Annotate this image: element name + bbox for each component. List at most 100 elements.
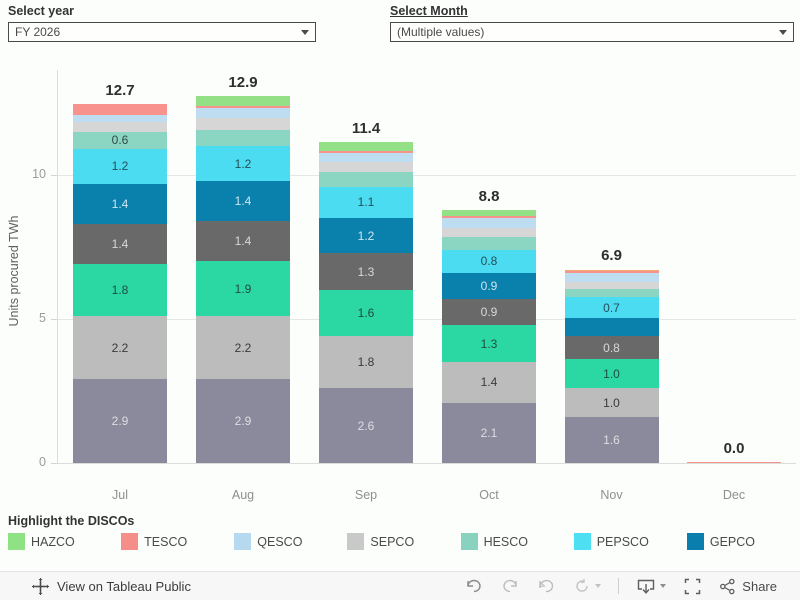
bar-segment-unlabeled-dark-gray[interactable]: 1.4 xyxy=(73,223,167,265)
bar-segment-unlabeled-slate-gray[interactable]: 2.6 xyxy=(319,388,413,463)
bar-segment-unlabeled-slate-gray[interactable]: 1.6 xyxy=(564,416,659,463)
legend-item-gepco[interactable]: GEPCO xyxy=(686,533,800,550)
bar-segment-qesco[interactable] xyxy=(73,114,167,122)
bar-segment-hesco[interactable] xyxy=(319,172,413,187)
bar-segment-qesco[interactable] xyxy=(319,153,413,163)
replay-button[interactable] xyxy=(528,578,564,594)
bar-segment-unlabeled-emerald[interactable]: 1.3 xyxy=(442,324,536,363)
bar-segment-unlabeled-dark-gray[interactable]: 1.4 xyxy=(196,221,290,262)
bar-segment-gepco[interactable]: 1.4 xyxy=(196,180,290,222)
legend-items: HAZCO TESCO QESCO SEPCO HESCO PEPSCO GEPCO xyxy=(8,533,800,550)
y-tick-mark xyxy=(51,319,57,320)
bar-segment-unlabeled-slate-gray[interactable]: 2.9 xyxy=(196,379,290,463)
refresh-icon xyxy=(576,579,588,592)
bar-segment-unlabeled-gray[interactable]: 1.0 xyxy=(564,388,659,417)
bar-segment-unlabeled-gray[interactable]: 2.2 xyxy=(73,316,167,380)
bar-total-label: 0.0 xyxy=(723,439,745,457)
bar-segment-unlabeled-dark-gray[interactable]: 0.9 xyxy=(442,298,536,325)
bar-segment-unlabeled-dark-gray[interactable]: 1.3 xyxy=(319,252,413,291)
legend-item-pepsco[interactable]: PEPSCO xyxy=(573,533,687,550)
bar-segment-qesco[interactable] xyxy=(442,218,536,229)
view-on-tableau-public-label: View on Tableau Public xyxy=(57,578,191,594)
gridline-0 xyxy=(57,463,796,464)
segment-value-label: 1.4 xyxy=(111,196,129,211)
bar-segment-unlabeled-emerald[interactable]: 1.9 xyxy=(196,261,290,317)
fullscreen-button[interactable] xyxy=(675,578,710,595)
bar-segment-gepco[interactable]: 1.4 xyxy=(73,183,167,224)
year-dropdown-value: FY 2026 xyxy=(15,25,61,39)
legend-title: Highlight the DISCOs xyxy=(8,514,135,528)
segment-value-label: 1.0 xyxy=(603,366,620,381)
bar-segment-tesco[interactable] xyxy=(687,461,781,463)
legend-swatch xyxy=(8,533,25,550)
month-filter-control: Select Month (Multiple values) xyxy=(390,4,794,42)
bar-segment-hazco[interactable] xyxy=(442,209,536,216)
bar-segment-qesco[interactable] xyxy=(564,272,659,282)
legend-label: HAZCO xyxy=(31,534,75,549)
bar-segment-hesco[interactable]: 0.6 xyxy=(73,131,167,150)
undo-button[interactable] xyxy=(456,578,492,594)
bar-segment-unlabeled-emerald[interactable]: 1.0 xyxy=(564,359,659,389)
legend-item-hazco[interactable]: HAZCO xyxy=(8,533,121,550)
segment-value-label: 1.3 xyxy=(480,336,498,351)
legend-item-hesco[interactable]: HESCO xyxy=(460,533,574,550)
bar-segment-sepco[interactable] xyxy=(73,121,167,132)
bar-segment-unlabeled-emerald[interactable]: 1.6 xyxy=(319,290,413,337)
bar-segment-tesco[interactable] xyxy=(442,215,536,219)
bar-segment-hesco[interactable] xyxy=(196,130,290,147)
legend-item-tesco[interactable]: TESCO xyxy=(121,533,234,550)
bar-segment-gepco[interactable]: 1.2 xyxy=(319,218,413,253)
bar-segment-sepco[interactable] xyxy=(442,228,536,237)
bar-segment-pepsco[interactable]: 1.1 xyxy=(319,186,413,219)
bar-segment-hazco[interactable] xyxy=(319,141,413,151)
year-dropdown[interactable]: FY 2026 xyxy=(8,22,316,42)
bar-segment-hazco[interactable] xyxy=(196,96,290,106)
y-axis-title: Units procured TWh xyxy=(7,215,21,327)
legend-item-qesco[interactable]: QESCO xyxy=(234,533,347,550)
bar-segment-sepco[interactable] xyxy=(319,162,413,173)
bar-segment-unlabeled-dark-gray[interactable]: 0.8 xyxy=(564,336,659,360)
bar-segment-tesco[interactable] xyxy=(73,104,167,115)
bar-segment-sepco[interactable] xyxy=(564,281,659,289)
segment-value-label: 0.8 xyxy=(480,254,498,269)
bar-segment-unlabeled-gray[interactable]: 1.4 xyxy=(442,362,536,403)
download-button[interactable] xyxy=(627,578,675,595)
y-tick-label: 0 xyxy=(39,455,46,469)
bar-segment-unlabeled-emerald[interactable]: 1.8 xyxy=(73,264,167,317)
bar-segment-unlabeled-orange[interactable] xyxy=(564,269,659,271)
replay-icon xyxy=(539,579,554,593)
month-dropdown[interactable]: (Multiple values) xyxy=(390,22,794,42)
bar-segment-hesco[interactable] xyxy=(442,236,536,250)
segment-value-label: 1.4 xyxy=(234,193,252,208)
refresh-button[interactable] xyxy=(564,578,610,594)
bar-segment-tesco[interactable] xyxy=(319,150,413,154)
bar-segment-pepsco[interactable]: 0.8 xyxy=(442,249,536,273)
bar-total-label: 8.8 xyxy=(478,187,500,205)
bar-segment-gepco[interactable] xyxy=(564,317,659,337)
bar-segment-unlabeled-slate-gray[interactable]: 2.9 xyxy=(73,379,167,463)
bar-segment-hesco[interactable] xyxy=(564,288,659,298)
view-on-tableau-public-button[interactable]: View on Tableau Public xyxy=(32,577,191,595)
bar-segment-pepsco[interactable]: 1.2 xyxy=(196,146,290,181)
legend-item-sepco[interactable]: SEPCO xyxy=(347,533,460,550)
year-filter-control: Select year FY 2026 xyxy=(8,4,316,42)
bar-segment-unlabeled-gray[interactable]: 1.8 xyxy=(319,336,413,389)
legend-label: QESCO xyxy=(257,534,303,549)
bar-segment-sepco[interactable] xyxy=(196,118,290,131)
redo-button[interactable] xyxy=(492,578,528,594)
share-button[interactable]: Share xyxy=(710,578,786,595)
download-options-caret-icon xyxy=(660,584,667,588)
bar-total-label: 12.9 xyxy=(228,74,258,92)
bar-segment-unlabeled-slate-gray[interactable]: 2.1 xyxy=(442,402,536,463)
bar-segment-gepco[interactable]: 0.9 xyxy=(442,272,536,299)
bar-segment-pepsco[interactable]: 1.2 xyxy=(73,149,167,184)
bar-segment-tesco[interactable] xyxy=(196,105,290,108)
bar-segment-unlabeled-gray[interactable]: 2.2 xyxy=(196,316,290,380)
toolbar-separator xyxy=(618,578,620,594)
bar-segment-tesco[interactable] xyxy=(564,270,659,273)
month-filter-label: Select Month xyxy=(390,4,468,18)
bar-segment-pepsco[interactable]: 0.7 xyxy=(564,297,659,318)
bar-total-label: 12.7 xyxy=(105,82,135,100)
legend-swatch xyxy=(460,533,478,550)
bar-segment-qesco[interactable] xyxy=(196,107,290,119)
